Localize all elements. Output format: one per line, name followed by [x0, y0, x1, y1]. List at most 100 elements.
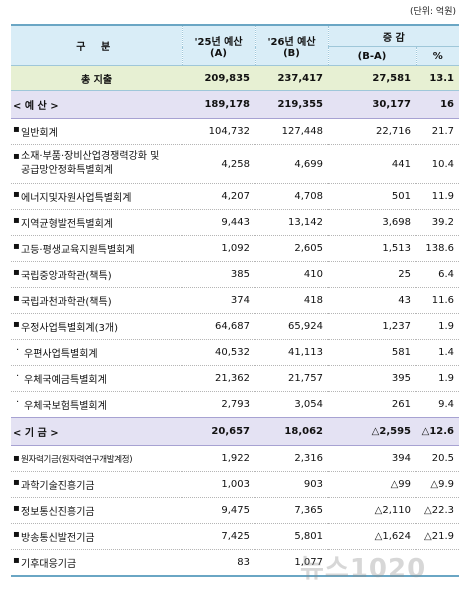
- row-name: ▪고등·평생교육지원특별회계: [11, 235, 182, 262]
- row-name: ▪방송통신발전기금: [11, 523, 182, 550]
- row-diff: 43: [328, 287, 416, 314]
- row-pct: △21.9: [416, 523, 460, 550]
- fund-section-name: < 기 금 >: [11, 417, 182, 446]
- row-pct: 21.7: [416, 118, 460, 145]
- row-name: ▪국립과천과학관(책특): [11, 287, 182, 314]
- row-a: 2,793: [182, 391, 255, 418]
- row-b: 4,699: [255, 144, 328, 184]
- row-name: ▪우정사업특별회계(3개): [11, 313, 182, 340]
- row-name: ▪기후대응기금: [11, 549, 182, 577]
- table-row: ▪방송통신발전기금 7,425 5,801 △1,624 △21.9: [11, 523, 460, 550]
- table-row: ▪원자력기금(원자력연구개발계정) 1,922 2,316 394 20.5: [11, 445, 460, 472]
- budget-section-diff: 30,177: [328, 90, 416, 119]
- row-a: 40,532: [182, 339, 255, 366]
- row-bullet: ▪: [13, 189, 20, 200]
- budget-section-a: 189,178: [182, 90, 255, 119]
- row-bullet: ▪: [13, 215, 20, 226]
- fund-section-b: 18,062: [255, 417, 328, 446]
- row-bullet: ▪: [13, 293, 20, 304]
- budget-section-row: < 예 산 > 189,178 219,355 30,177 16: [11, 90, 460, 119]
- row-label: 일반회계: [21, 128, 58, 139]
- row-diff: 1,513: [328, 235, 416, 262]
- table-row: ▪우정사업특별회계(3개) 64,687 65,924 1,237 1.9: [11, 313, 460, 340]
- row-label: 우편사업특별회계: [24, 349, 98, 360]
- row-label: 국립과천과학관(책특): [21, 297, 112, 308]
- row-diff: 25: [328, 261, 416, 288]
- row-label: 국립중앙과학관(책특): [21, 271, 112, 282]
- table-row: ▪지역균형발전특별회계 9,443 13,142 3,698 39.2: [11, 209, 460, 236]
- row-b: 21,757: [255, 365, 328, 392]
- row-b: 7,365: [255, 497, 328, 524]
- row-name: ▪국립중앙과학관(책특): [11, 261, 182, 288]
- row-label: 정보통신진흥기금: [21, 507, 95, 518]
- row-bullet: ▪: [13, 477, 20, 488]
- row-bullet: ·: [16, 397, 20, 408]
- row-b: 410: [255, 261, 328, 288]
- row-bullet: ·: [16, 371, 20, 382]
- row-pct: 10.4: [416, 144, 460, 184]
- row-diff: △1,624: [328, 523, 416, 550]
- row-name: ▪에너지및자원사업특별회계: [11, 183, 182, 210]
- watermark-logo: 뉴스1020: [300, 554, 427, 584]
- fund-section-row: < 기 금 >20,657 18,062 △2,595 △12.6: [11, 417, 460, 446]
- table-row: ▪고등·평생교육지원특별회계 1,092 2,605 1,513 138.6: [11, 235, 460, 262]
- row-diff: △99: [328, 471, 416, 498]
- table-row: ▪기후대응기금 83 1,077: [11, 549, 460, 577]
- row-a: 21,362: [182, 365, 255, 392]
- budget-section-pct: 16: [416, 90, 460, 119]
- table-row: ▪과학기술진흥기금 1,003 903 △99 △9.9: [11, 471, 460, 498]
- row-diff: 441: [328, 144, 416, 184]
- row-a: 1,003: [182, 471, 255, 498]
- row-name: · 우체국보험특별회계: [11, 391, 182, 418]
- row-b: 4,708: [255, 183, 328, 210]
- row-b: 903: [255, 471, 328, 498]
- unit-note: (단위: 억원): [409, 7, 456, 17]
- row-a: 83: [182, 549, 255, 577]
- row-name: ▪소재·부품·장비산업경쟁력강화 및 공급망안정화특별회계: [11, 144, 182, 184]
- row-a: 1,922: [182, 445, 255, 472]
- row-diff: 261: [328, 391, 416, 418]
- row-a: 64,687: [182, 313, 255, 340]
- budget-table: 구 분 '25년 예산 (A) '26년 예산 (B) 증 감 (B-A) % 총 …: [11, 24, 460, 577]
- total-a: 209,835: [182, 65, 255, 91]
- table-row: ▪에너지및자원사업특별회계 4,207 4,708 501 11.9: [11, 183, 460, 210]
- row-bullet: ▪: [13, 555, 20, 566]
- row-bullet: ▪: [13, 124, 20, 135]
- row-pct: 39.2: [416, 209, 460, 236]
- row-diff: 394: [328, 445, 416, 472]
- row-bullet: ▪: [13, 241, 20, 252]
- row-b: 2,605: [255, 235, 328, 262]
- row-b: 3,054: [255, 391, 328, 418]
- row-a: 385: [182, 261, 255, 288]
- row-bullet: ▪: [13, 151, 20, 162]
- fund-section-diff: △2,595: [328, 417, 416, 446]
- row-label: 우정사업특별회계(3개): [21, 323, 118, 334]
- row-pct: 1.4: [416, 339, 460, 366]
- row-pct: △9.9: [416, 471, 460, 498]
- row-pct: 1.9: [416, 365, 460, 392]
- row-name: · 우체국예금특별회계: [11, 365, 182, 392]
- row-b: 2,316: [255, 445, 328, 472]
- fund-section-pct: △12.6: [416, 417, 460, 446]
- row-pct: 11.6: [416, 287, 460, 314]
- row-diff: 3,698: [328, 209, 416, 236]
- row-pct: 11.9: [416, 183, 460, 210]
- row-name: ▪과학기술진흥기금: [11, 471, 182, 498]
- table-row: · 우편사업특별회계 40,532 41,113 581 1.4: [11, 339, 460, 366]
- row-b: 418: [255, 287, 328, 314]
- budget-section-name: < 예 산 >: [11, 90, 182, 119]
- row-pct: 9.4: [416, 391, 460, 418]
- row-bullet: ▪: [13, 452, 20, 464]
- row-label: 에너지및자원사업특별회계: [21, 193, 132, 204]
- row-b: 41,113: [255, 339, 328, 366]
- header-change: 증 감: [327, 24, 460, 47]
- row-a: 4,258: [182, 144, 255, 184]
- row-label: 기후대응기금: [21, 559, 77, 570]
- row-name: ▪원자력기금(원자력연구개발계정): [11, 445, 182, 472]
- row-label: 소재·부품·장비산업경쟁력강화 및 공급망안정화특별회계: [21, 151, 160, 176]
- total-row: 총 지출 209,835 237,417 27,581 13.1: [11, 65, 460, 91]
- row-label: 과학기술진흥기금: [21, 481, 95, 492]
- row-label: 원자력기금(원자력연구개발계정): [21, 454, 133, 465]
- row-a: 9,475: [182, 497, 255, 524]
- total-name: 총 지출: [11, 65, 182, 91]
